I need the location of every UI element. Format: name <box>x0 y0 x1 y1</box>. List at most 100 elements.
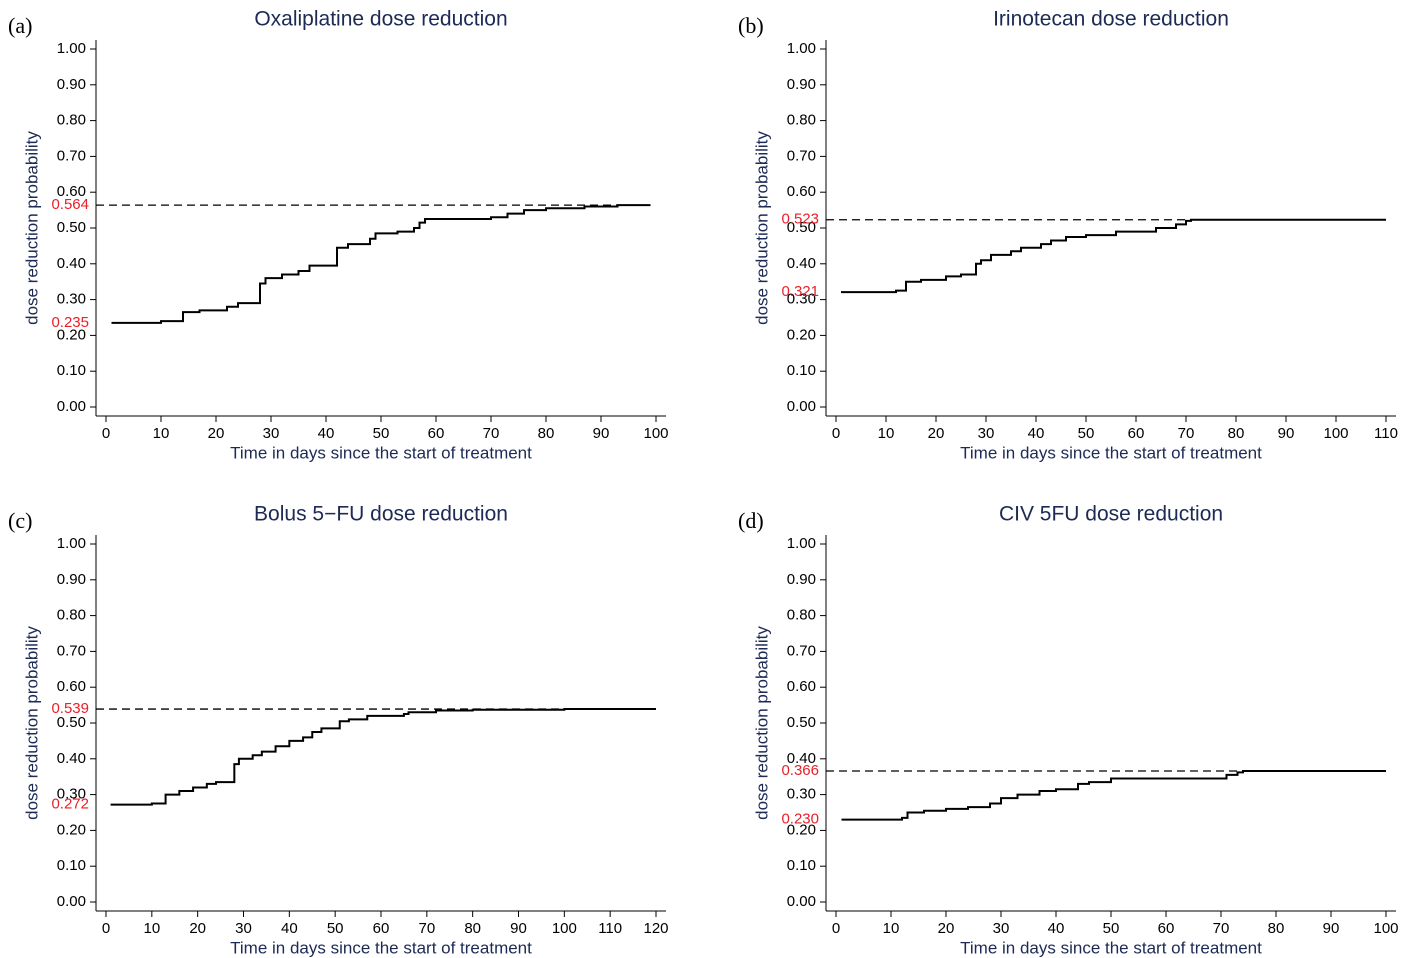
x-tick-label: 90 <box>593 425 610 442</box>
x-tick-label: 10 <box>143 920 160 937</box>
x-tick-label: 30 <box>993 920 1010 937</box>
chart-title: CIV 5FU dose reduction <box>999 503 1223 526</box>
x-tick-label: 80 <box>1268 920 1285 937</box>
y-tick-label: 0.60 <box>57 183 86 200</box>
y-tick-label: 0.30 <box>57 786 86 803</box>
y-tick-label: 0.40 <box>787 750 816 767</box>
y-tick-label: 0.60 <box>57 678 86 695</box>
y-tick-label: 0.40 <box>787 255 816 272</box>
panel-label: (a) <box>8 13 32 38</box>
x-tick-label: 80 <box>1228 425 1245 442</box>
x-tick-label: 100 <box>1373 920 1398 937</box>
y-tick-label: 0.50 <box>57 219 86 236</box>
x-tick-label: 0 <box>102 425 110 442</box>
y-axis-label: dose reduction probability <box>752 626 771 820</box>
y-tick-label: 1.00 <box>787 535 816 552</box>
x-tick-label: 40 <box>1048 920 1065 937</box>
x-tick-label: 80 <box>538 425 555 442</box>
y-tick-label: 0.80 <box>57 112 86 129</box>
x-tick-label: 100 <box>552 920 577 937</box>
y-tick-label: 0.70 <box>57 147 86 164</box>
x-tick-label: 10 <box>878 425 895 442</box>
step-line <box>841 769 1386 821</box>
y-axis-label: dose reduction probability <box>22 626 41 820</box>
x-tick-label: 30 <box>235 920 252 937</box>
x-tick-label: 0 <box>832 920 840 937</box>
y-tick-label: 0.00 <box>787 398 816 415</box>
panel: (a) Oxaliplatine dose reduction 0.00 0.10 0.… <box>8 8 669 463</box>
panel-label: (c) <box>8 508 32 533</box>
y-tick-label: 0.00 <box>787 893 816 910</box>
x-tick-label: 90 <box>510 920 527 937</box>
chart-title: Bolus 5−FU dose reduction <box>254 503 508 526</box>
x-tick-label: 120 <box>643 920 668 937</box>
x-axis-label: Time in days since the start of treatmen… <box>960 938 1262 957</box>
y-tick-label: 0.20 <box>57 821 86 838</box>
x-tick-label: 100 <box>643 425 668 442</box>
x-tick-label: 10 <box>883 920 900 937</box>
x-tick-label: 40 <box>1028 425 1045 442</box>
step-line <box>110 708 656 806</box>
x-tick-label: 20 <box>938 920 955 937</box>
y-tick-label: 1.00 <box>787 40 816 57</box>
x-tick-label: 90 <box>1278 425 1295 442</box>
y-tick-label: 0.90 <box>787 571 816 588</box>
x-tick-label: 100 <box>1323 425 1348 442</box>
annotation-label: 0.230 <box>781 811 819 828</box>
x-tick-label: 0 <box>832 425 840 442</box>
y-tick-label: 0.80 <box>787 112 816 129</box>
x-axis-label: Time in days since the start of treatmen… <box>230 443 532 462</box>
x-tick-label: 30 <box>263 425 280 442</box>
annotation-label: 0.564 <box>51 196 89 213</box>
y-tick-label: 0.10 <box>787 362 816 379</box>
y-axis-label: dose reduction probability <box>22 131 41 325</box>
y-tick-label: 0.50 <box>57 714 86 731</box>
y-tick-label: 0.60 <box>787 678 816 695</box>
y-tick-label: 0.20 <box>787 326 816 343</box>
y-tick-label: 0.10 <box>787 857 816 874</box>
panel-label: (b) <box>738 13 764 38</box>
y-tick-label: 0.30 <box>787 786 816 803</box>
x-tick-label: 50 <box>327 920 344 937</box>
step-line <box>111 204 651 324</box>
panel: (d) CIV 5FU dose reduction 0.00 0.10 0.20 0.3… <box>738 503 1399 958</box>
x-tick-label: 50 <box>1078 425 1095 442</box>
annotation-label: 0.235 <box>51 314 89 331</box>
x-tick-label: 70 <box>418 920 435 937</box>
x-axis-label: Time in days since the start of treatmen… <box>230 938 532 957</box>
x-tick-label: 70 <box>1213 920 1230 937</box>
y-tick-label: 0.30 <box>57 291 86 308</box>
x-tick-label: 90 <box>1323 920 1340 937</box>
y-tick-label: 0.10 <box>57 857 86 874</box>
annotation-label: 0.321 <box>781 283 819 300</box>
annotation-label: 0.366 <box>781 762 819 779</box>
y-tick-label: 1.00 <box>57 535 86 552</box>
x-tick-label: 60 <box>1128 425 1145 442</box>
y-tick-label: 0.90 <box>787 76 816 93</box>
x-tick-label: 60 <box>428 425 445 442</box>
panel-label: (d) <box>738 508 764 533</box>
x-tick-label: 40 <box>281 920 298 937</box>
y-tick-label: 0.50 <box>787 714 816 731</box>
annotation-label: 0.272 <box>51 796 89 813</box>
y-axis-label: dose reduction probability <box>752 131 771 325</box>
x-axis-label: Time in days since the start of treatmen… <box>960 443 1262 462</box>
x-tick-label: 30 <box>978 425 995 442</box>
x-tick-label: 70 <box>1178 425 1195 442</box>
annotation-label: 0.523 <box>781 211 819 228</box>
y-tick-label: 0.80 <box>57 607 86 624</box>
y-tick-label: 0.20 <box>787 821 816 838</box>
y-tick-label: 0.70 <box>57 642 86 659</box>
x-tick-label: 20 <box>189 920 206 937</box>
y-tick-label: 0.60 <box>787 183 816 200</box>
y-tick-label: 0.40 <box>57 255 86 272</box>
x-tick-label: 10 <box>153 425 170 442</box>
y-tick-label: 0.90 <box>57 76 86 93</box>
y-tick-label: 0.00 <box>57 893 86 910</box>
x-tick-label: 50 <box>373 425 390 442</box>
x-tick-label: 0 <box>102 920 110 937</box>
x-tick-label: 20 <box>208 425 225 442</box>
x-tick-label: 40 <box>318 425 335 442</box>
x-tick-label: 60 <box>373 920 390 937</box>
